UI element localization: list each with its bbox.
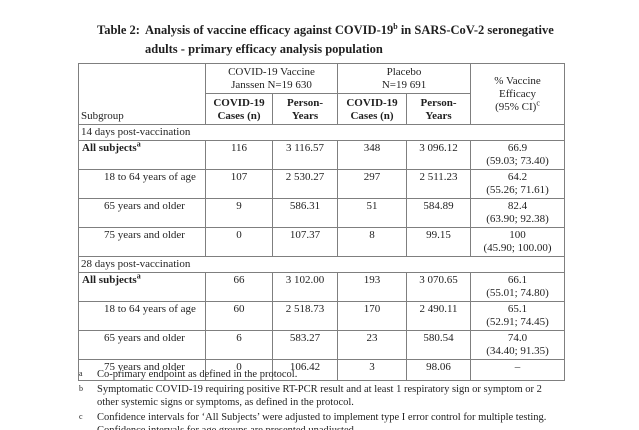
table-title: Table 2: Analysis of vaccine efficacy ag…: [97, 21, 585, 59]
footnote-marker: c: [79, 411, 83, 421]
table-title-label: Table 2:: [97, 23, 140, 37]
table-row: 75 years and older 0 107.37 8 99.15 100 …: [78, 227, 566, 257]
header-row-subcolumns: COVID-19 Cases (n) Person- Years COVID-1…: [79, 93, 565, 125]
footnote-text: Symptomatic COVID-19 requiring positive …: [97, 383, 542, 409]
section-row-28-days: 28 days post-vaccination: [77, 256, 566, 273]
row-label: 18 to 64 years of age: [78, 169, 206, 199]
footnotes: a Co-primary endpoint as defined in the …: [79, 368, 566, 430]
row-footnote-ref-a: a: [136, 140, 141, 149]
row-footnote-ref-a: a: [136, 272, 141, 281]
vaccine-cases-cell: 60: [205, 301, 273, 331]
footnote-text: Confidence intervals for ‘All Subjects’ …: [97, 411, 547, 430]
table-title-line1: Analysis of vaccine efficacy against COV…: [145, 21, 554, 37]
title-footnote-ref-b: b: [393, 21, 398, 31]
efficacy-cell: 64.2 (55.26; 71.61): [470, 169, 566, 199]
row-label: All subjectsa: [78, 140, 206, 170]
vaccine-person-years-cell: 3 116.57: [271, 140, 339, 170]
footnote-text: Co-primary endpoint as defined in the pr…: [97, 369, 298, 380]
placebo-cases-cell: 51: [337, 198, 408, 228]
table-row: 65 years and older 6 583.27 23 580.54 74…: [78, 330, 566, 360]
efficacy-cell: 66.1 (55.01; 74.80): [470, 272, 566, 302]
header-row-groups: Subgroup COVID-19 Vaccine Janssen N=19 6…: [78, 63, 566, 125]
placebo-person-years-cell: 584.89: [406, 198, 472, 228]
table-row: All subjectsa 66 3 102.00 193 3 070.65 6…: [78, 272, 566, 302]
efficacy-cell: –: [470, 359, 566, 381]
placebo-cases-cell: 297: [337, 169, 408, 199]
footnote-c: c Confidence intervals for ‘All Subjects…: [79, 411, 566, 430]
placebo-person-years-cell: 2 490.11: [406, 301, 472, 331]
vaccine-person-years-cell: 2 530.27: [271, 169, 339, 199]
placebo-cases-cell: 193: [337, 272, 408, 302]
table-row: 18 to 64 years of age 60 2 518.73 170 2 …: [78, 301, 566, 331]
placebo-cases-cell: 8: [337, 227, 408, 257]
vaccine-person-years-cell: 107.37: [271, 227, 339, 257]
vaccine-cases-cell: 9: [205, 198, 273, 228]
efficacy-cell: 100 (45.90; 100.00): [470, 227, 566, 257]
table-title-line2: adults - primary efficacy analysis popul…: [145, 42, 383, 56]
efficacy-cell: 74.0 (34.40; 91.35): [470, 330, 566, 360]
vaccine-cases-cell: 107: [205, 169, 273, 199]
row-label: 75 years and older: [78, 227, 206, 257]
placebo-person-years-cell: 3 070.65: [406, 272, 472, 302]
placebo-person-years-cell: 580.54: [406, 330, 472, 360]
placebo-cases-cell: 170: [337, 301, 408, 331]
table-row: 75 years and older 0 106.42 3 98.06 –: [78, 359, 566, 381]
table-row: 18 to 64 years of age 107 2 530.27 297 2…: [78, 169, 566, 199]
table-row: All subjectsa 116 3 116.57 348 3 096.12 …: [78, 140, 566, 170]
efficacy-cell: 66.9 (59.03; 73.40): [470, 140, 566, 170]
section-label: 14 days post-vaccination: [77, 124, 566, 141]
efficacy-cell: 82.4 (63.90; 92.38): [470, 198, 566, 228]
vaccine-cases-cell: 116: [205, 140, 273, 170]
footnote-b: b Symptomatic COVID-19 requiring positiv…: [79, 383, 566, 410]
table-title-text: Analysis of vaccine efficacy against COV…: [145, 21, 585, 59]
table-row: 65 years and older 9 586.31 51 584.89 82…: [78, 198, 566, 228]
vaccine-person-years-cell: 583.27: [271, 330, 339, 360]
vaccine-cases-cell: 6: [205, 330, 273, 360]
efficacy-table: Subgroup COVID-19 Vaccine Janssen N=19 6…: [77, 63, 566, 381]
row-label: 65 years and older: [78, 198, 206, 228]
header-subgroup: Subgroup: [78, 63, 206, 125]
section-label: 28 days post-vaccination: [77, 256, 566, 273]
efficacy-cell: 65.1 (52.91; 74.45): [470, 301, 566, 331]
vaccine-cases-cell: 0: [205, 227, 273, 257]
row-label: All subjectsa: [78, 272, 206, 302]
header-vaccine-cases: COVID-19 Cases (n): [205, 93, 273, 125]
header-placebo-cases: COVID-19 Cases (n): [337, 93, 408, 125]
footnote-marker: b: [79, 383, 83, 393]
header-vaccine-efficacy: % Vaccine Efficacy (95% CI)c: [470, 63, 566, 125]
header-group-vaccine: COVID-19 Vaccine Janssen N=19 630: [204, 63, 339, 94]
vaccine-cases-cell: 66: [205, 272, 273, 302]
footnote-a: a Co-primary endpoint as defined in the …: [79, 368, 566, 382]
placebo-person-years-cell: 98.06: [406, 359, 472, 381]
row-label: 18 to 64 years of age: [78, 301, 206, 331]
section-row-14-days: 14 days post-vaccination: [77, 124, 566, 141]
vaccine-person-years-cell: 3 102.00: [271, 272, 339, 302]
row-label: 65 years and older: [78, 330, 206, 360]
header-group-placebo: Placebo N=19 691: [337, 63, 472, 94]
placebo-person-years-cell: 3 096.12: [406, 140, 472, 170]
vaccine-person-years-cell: 106.42: [271, 359, 339, 381]
placebo-cases-cell: 23: [337, 330, 408, 360]
vaccine-person-years-cell: 2 518.73: [271, 301, 339, 331]
footnote-marker: a: [79, 369, 83, 378]
row-label: 75 years and older: [78, 359, 206, 381]
vaccine-person-years-cell: 586.31: [271, 198, 339, 228]
placebo-person-years-cell: 99.15: [406, 227, 472, 257]
header-placebo-person-years: Person- Years: [406, 93, 472, 125]
header-footnote-ref-c: c: [536, 97, 540, 107]
header-vaccine-person-years: Person- Years: [271, 93, 339, 125]
placebo-cases-cell: 348: [337, 140, 408, 170]
placebo-person-years-cell: 2 511.23: [406, 169, 472, 199]
